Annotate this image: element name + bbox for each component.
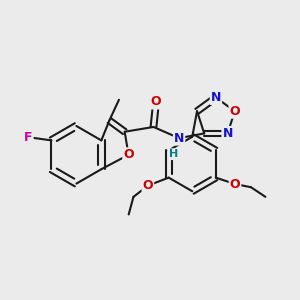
Text: O: O [151, 95, 161, 109]
Text: O: O [230, 105, 240, 118]
Text: N: N [174, 132, 184, 145]
Text: O: O [123, 148, 134, 161]
Text: H: H [169, 149, 178, 159]
Text: O: O [142, 179, 153, 192]
Text: N: N [222, 127, 233, 140]
Text: N: N [211, 91, 221, 104]
Text: O: O [230, 178, 240, 190]
Text: F: F [24, 131, 33, 144]
